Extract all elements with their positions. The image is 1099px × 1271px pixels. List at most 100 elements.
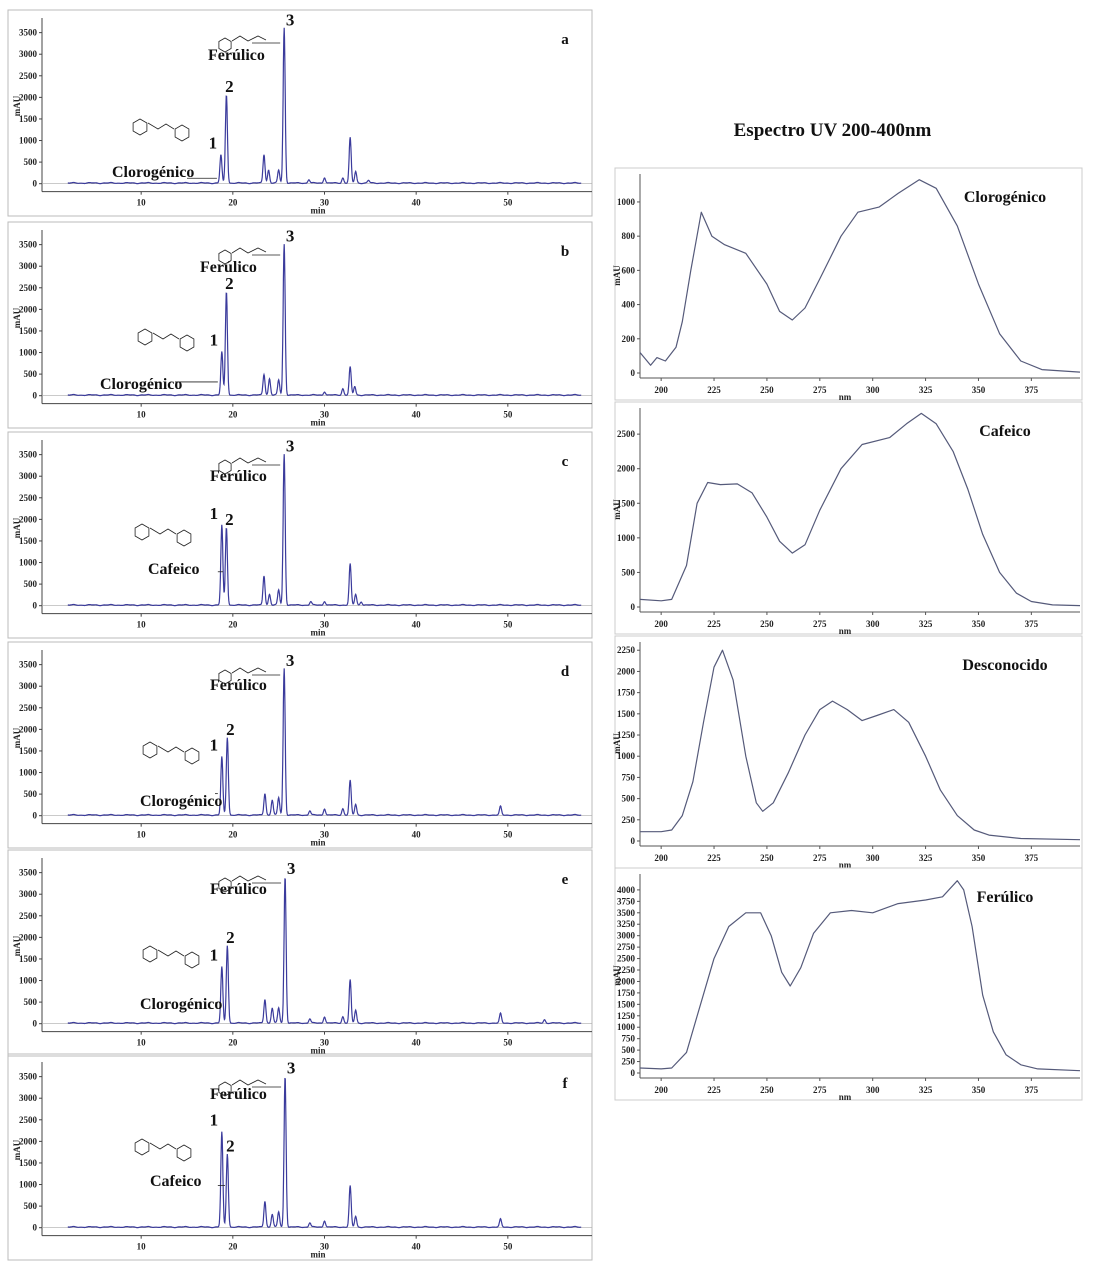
x-tick-label: 300 [866,853,880,863]
x-tick-label: 300 [866,385,880,395]
ferulic-label: Ferúlico [210,1086,267,1103]
molecule-structure-icon [132,118,148,136]
panel-frame [7,221,593,429]
y-tick-label: 1500 [19,1158,38,1168]
x-tick-label: 10 [137,830,147,840]
y-tick-label: 2500 [617,954,636,964]
molecule-bond-icon [147,122,175,130]
y-tick-label: 2500 [19,71,38,81]
ferulic-structure-icon [218,37,232,53]
x-tick-label: 275 [813,385,827,395]
chromatogram-trace [67,244,582,397]
x-tick-label: 10 [137,410,147,420]
x-tick-label: 300 [866,619,880,629]
x-tick-label: 375 [1025,619,1039,629]
x-axis-label: nm [839,392,852,402]
peak-label-3: 3 [286,227,295,246]
y-tick-label: 0 [33,1223,38,1233]
spectrum-trace [639,880,1081,1072]
y-axis-label: mAU [612,499,622,520]
x-tick-label: 40 [412,410,422,420]
y-tick-label: 500 [24,789,38,799]
panel-frame [614,867,1083,1101]
y-tick-label: 0 [33,601,38,611]
molecule-bond-icon [157,949,185,957]
ferulic-bond-icon [231,1079,267,1086]
peak-label-2: 2 [226,928,235,947]
y-tick-label: 0 [33,1019,38,1029]
y-tick-label: 3500 [19,868,38,878]
y-tick-label: 1000 [19,768,38,778]
x-axis-label: nm [839,626,852,636]
spectrum-label: Cafeico [979,423,1031,440]
peak-label-3: 3 [287,859,296,878]
y-axis-label: mAU [12,935,22,956]
y-tick-label: 750 [622,1034,636,1044]
y-tick-label: 1000 [617,197,636,207]
x-tick-label: 325 [919,853,933,863]
y-tick-label: 3000 [19,261,38,271]
ferulic-structure-icon [218,877,232,893]
x-tick-label: 10 [137,620,147,630]
y-tick-label: 2750 [617,942,636,952]
y-tick-label: 0 [631,368,636,378]
compound-label: Clorogénico [140,996,222,1013]
chromatogram-panel-b: 0 500 1000 1500 2000 2500 3000 3500 10 20 30 40 50 mi… [7,221,593,429]
spectrum-trace [639,412,1081,607]
x-axis-label: min [310,1250,325,1260]
x-tick-label: 50 [503,1038,513,1048]
y-axis-label: mAU [12,307,22,328]
x-tick-label: 200 [654,1085,668,1095]
ferulic-structure-icon [218,669,232,685]
ferulic-structure-icon [218,459,232,475]
ferulic-bond-icon [231,247,267,254]
uv-spectrum-panel: 0 200 400 600 800 1000 200 225 250 275 300 325 350 37… [612,167,1083,402]
y-tick-label: 3500 [19,240,38,250]
y-tick-label: 0 [631,836,636,846]
x-tick-label: 20 [228,1038,238,1048]
y-tick-label: 1000 [617,533,636,543]
x-tick-label: 250 [760,385,774,395]
x-tick-label: 30 [320,830,330,840]
x-tick-label: 225 [707,619,721,629]
panel-frame [7,9,593,217]
y-tick-label: 500 [622,1045,636,1055]
y-tick-label: 3000 [19,889,38,899]
x-tick-label: 30 [320,1242,330,1252]
ferulic-label: Ferúlico [208,47,265,64]
x-tick-label: 40 [412,198,422,208]
x-tick-label: 275 [813,1085,827,1095]
x-tick-label: 375 [1025,1085,1039,1095]
y-tick-label: 1500 [19,114,38,124]
x-axis-label: min [310,418,325,428]
chromatogram-trace [67,878,582,1025]
panel-letter: b [561,244,569,260]
chromatogram-panel-e: 0 500 1000 1500 2000 2500 3000 3500 10 20 30 40 50 mi… [7,849,593,1057]
y-tick-label: 0 [33,391,38,401]
x-tick-label: 40 [412,620,422,630]
y-tick-label: 600 [622,265,636,275]
y-tick-label: 1500 [19,954,38,964]
peak-label-3: 3 [286,10,295,29]
x-tick-label: 20 [228,198,238,208]
molecule-ring-icon [184,951,200,969]
y-tick-label: 500 [622,794,636,804]
x-tick-label: 20 [228,620,238,630]
y-tick-label: 500 [24,997,38,1007]
y-tick-label: 1000 [617,1022,636,1032]
y-tick-label: 2500 [19,703,38,713]
x-tick-label: 20 [228,830,238,840]
molecule-structure-icon [134,1138,150,1156]
x-tick-label: 375 [1025,853,1039,863]
x-tick-label: 50 [503,198,513,208]
y-tick-label: 0 [631,1068,636,1078]
y-tick-label: 1250 [617,1011,636,1021]
compound-label: Clorogénico [112,164,194,181]
x-tick-label: 250 [760,853,774,863]
y-tick-label: 2000 [617,666,636,676]
y-tick-label: 3500 [19,28,38,38]
compound-label: Clorogénico [140,793,222,810]
y-tick-label: 3000 [19,681,38,691]
y-tick-label: 2500 [19,911,38,921]
x-tick-label: 10 [137,198,147,208]
